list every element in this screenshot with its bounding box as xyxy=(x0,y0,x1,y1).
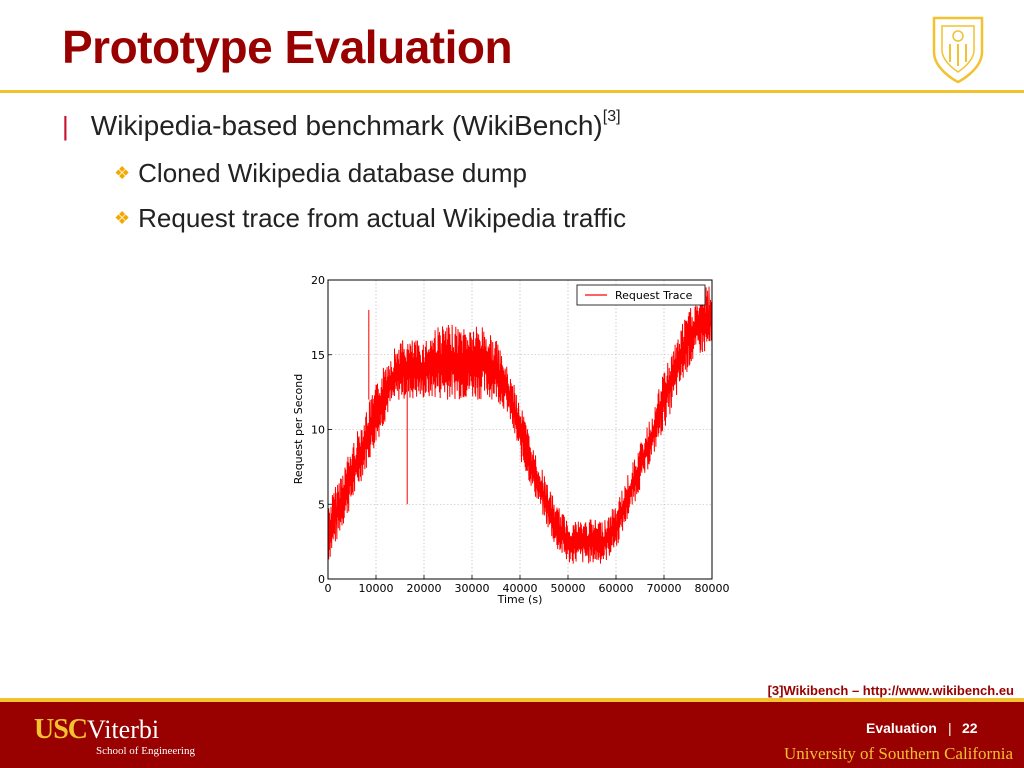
y-tick-label: 0 xyxy=(318,573,325,586)
bullet-main-text: Wikipedia-based benchmark (WikiBench) xyxy=(90,110,603,141)
y-tick-label: 10 xyxy=(311,424,325,437)
footer-separator: | xyxy=(948,720,952,736)
y-tick-label: 5 xyxy=(318,498,325,511)
x-tick-label: 80000 xyxy=(695,582,730,595)
school-name: School of Engineering xyxy=(96,745,195,757)
x-tick-label: 50000 xyxy=(551,582,586,595)
x-tick-label: 0 xyxy=(325,582,332,595)
request-trace-chart: 0 10000 20000 30000 40000 50000 60000 70000 8000… xyxy=(292,274,730,606)
bullet-sub-1: ❖ Cloned Wikipedia database dump xyxy=(114,158,527,189)
diamond-bullet-icon: ❖ xyxy=(114,208,131,228)
footer-divider xyxy=(0,698,1024,702)
x-tick-label: 60000 xyxy=(599,582,634,595)
bullet-sub-text: Request trace from actual Wikipedia traf… xyxy=(138,203,627,233)
citation-ref: [3] xyxy=(602,107,621,125)
y-tick-label: 15 xyxy=(311,349,325,362)
x-axis-label: Time (s) xyxy=(497,593,543,606)
section-label: Evaluation xyxy=(866,720,937,736)
citation-footnote: [3]Wikibench – http://www.wikibench.eu xyxy=(767,683,1014,698)
x-tick-label: 20000 xyxy=(407,582,442,595)
usc-viterbi-logo: USCViterbi xyxy=(34,714,159,746)
slide-title: Prototype Evaluation xyxy=(62,21,513,73)
y-tick-label: 20 xyxy=(311,274,325,287)
legend-label: Request Trace xyxy=(615,289,693,302)
y-axis-label: Request per Second xyxy=(292,374,305,484)
bullet-sub-2: ❖ Request trace from actual Wikipedia tra… xyxy=(114,203,626,234)
series-line-request-trace xyxy=(327,280,713,564)
diamond-bullet-icon: ❖ xyxy=(114,163,131,183)
chart-series-request-trace xyxy=(327,280,713,564)
legend-box xyxy=(576,284,706,306)
viterbi-wordmark: Viterbi xyxy=(87,715,160,744)
page-number: 22 xyxy=(962,720,978,736)
chart-legend: Request Trace xyxy=(576,284,706,306)
title-divider xyxy=(0,90,1024,93)
usc-shield-logo xyxy=(932,16,984,84)
bullet-marker: | xyxy=(62,111,69,141)
bullet-sub-text: Cloned Wikipedia database dump xyxy=(138,158,527,188)
footer-bar xyxy=(0,702,1024,768)
x-tick-label: 40000 xyxy=(503,582,538,595)
university-name: University of Southern California xyxy=(784,744,1013,763)
bullet-main: | Wikipedia-based benchmark (WikiBench)[3… xyxy=(62,107,621,142)
x-tick-label: 30000 xyxy=(455,582,490,595)
x-tick-label: 10000 xyxy=(359,582,394,595)
chart-ticks: 0 10000 20000 30000 40000 50000 60000 70000 8000… xyxy=(311,274,730,595)
usc-wordmark: USC xyxy=(34,714,88,745)
x-tick-label: 70000 xyxy=(647,582,682,595)
